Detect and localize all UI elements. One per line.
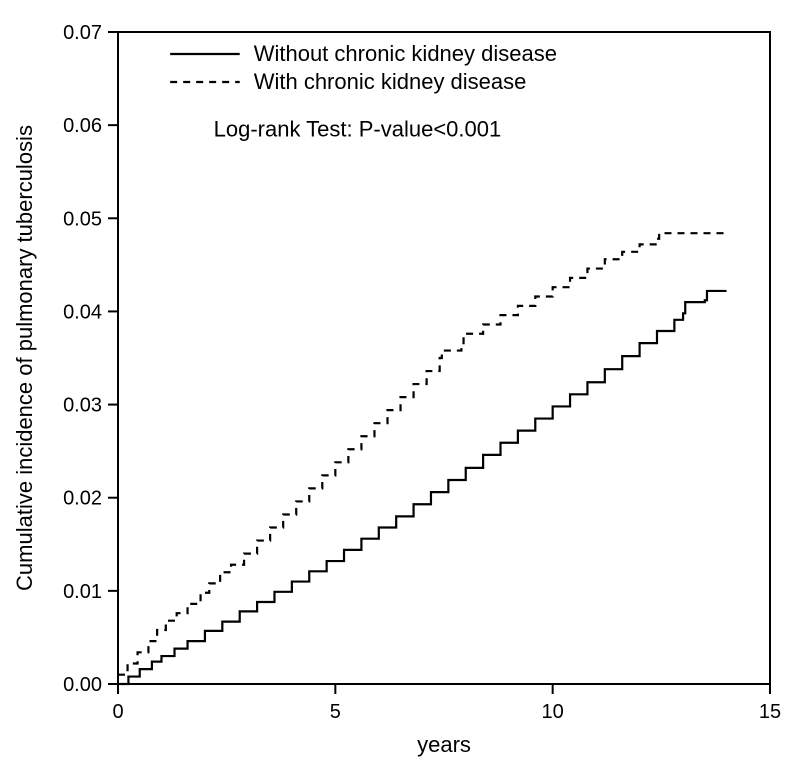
- series-without_ckd: [118, 291, 727, 684]
- y-tick-label: 0.01: [63, 581, 102, 603]
- chart-svg: 0 5 10 15 years 0.00 0.01 0.02 0.03 0.04 0.05 0.06 0…: [0, 0, 800, 776]
- y-tick-label: 0.05: [63, 208, 102, 230]
- x-tick-label: 5: [330, 701, 341, 723]
- y-tick-label: 0.04: [63, 301, 102, 323]
- x-tick-label: 15: [759, 701, 781, 723]
- legend-label: Without chronic kidney disease: [254, 41, 557, 66]
- y-tick-label: 0.03: [63, 395, 102, 417]
- y-tick-label: 0.07: [63, 22, 102, 44]
- y-tick-label: 0.06: [63, 115, 102, 137]
- x-tick-label: 0: [112, 701, 123, 723]
- x-axis-label: years: [417, 732, 471, 757]
- series-with_ckd: [118, 233, 727, 674]
- x-tick-label: 10: [542, 701, 564, 723]
- logrank-annotation: Log-rank Test: P-value<0.001: [214, 116, 502, 141]
- legend-label: With chronic kidney disease: [254, 69, 527, 94]
- y-tick-label: 0.00: [63, 674, 102, 696]
- y-axis-label: Cumulative incidence of pulmonary tuberc…: [12, 125, 37, 591]
- y-tick-label: 0.02: [63, 488, 102, 510]
- km-chart: 0 5 10 15 years 0.00 0.01 0.02 0.03 0.04 0.05 0.06 0…: [0, 0, 800, 776]
